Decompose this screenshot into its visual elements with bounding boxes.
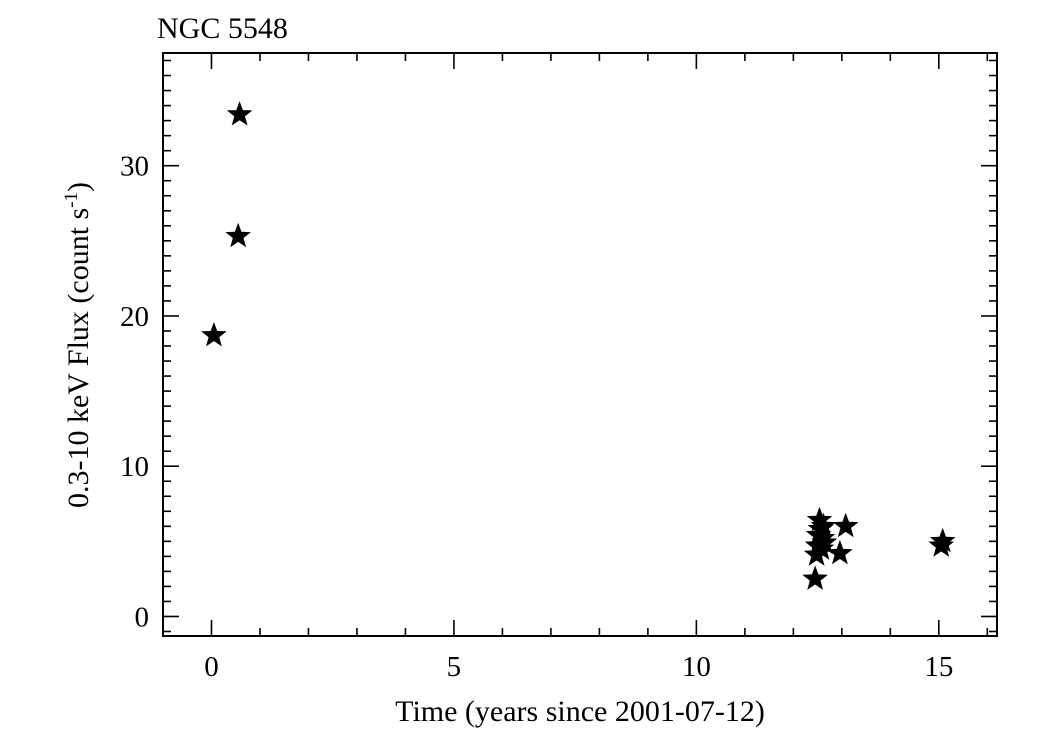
- plot-frame: [162, 52, 998, 637]
- axis-ticks: [162, 53, 997, 636]
- x-tick-label: 5: [447, 651, 462, 683]
- data-points: [201, 101, 956, 590]
- star-data-point: [810, 512, 837, 538]
- y-tick-label: 10: [120, 451, 149, 483]
- star-data-point: [201, 321, 227, 347]
- star-data-point: [827, 539, 853, 565]
- y-tick-labels: 0 10 20 30: [120, 151, 149, 634]
- x-tick-label: 10: [682, 651, 711, 683]
- star-data-point: [811, 529, 838, 554]
- x-tick-label: 15: [924, 651, 953, 683]
- star-data-point: [802, 565, 829, 590]
- star-data-point: [226, 101, 253, 126]
- y-tick-label: 30: [120, 151, 149, 183]
- x-tick-label: 0: [204, 651, 219, 683]
- y-axis-title-main: 0.3-10 keV Flux (count s: [62, 208, 95, 508]
- star-data-point: [832, 512, 859, 538]
- y-axis-title-superscript: -1: [61, 192, 82, 208]
- y-tick-label: 20: [120, 301, 149, 333]
- x-tick-labels: 0 5 10 15: [204, 651, 953, 683]
- y-axis-title: 0.3-10 keV Flux (count s-1): [61, 182, 95, 508]
- y-tick-label: 0: [135, 601, 150, 633]
- y-axis-title-close: ): [62, 182, 95, 192]
- chart-title: NGC 5548: [157, 12, 288, 45]
- star-data-point: [225, 222, 251, 248]
- x-axis-title: Time (years since 2001-07-12): [395, 695, 765, 728]
- star-data-point: [929, 527, 956, 553]
